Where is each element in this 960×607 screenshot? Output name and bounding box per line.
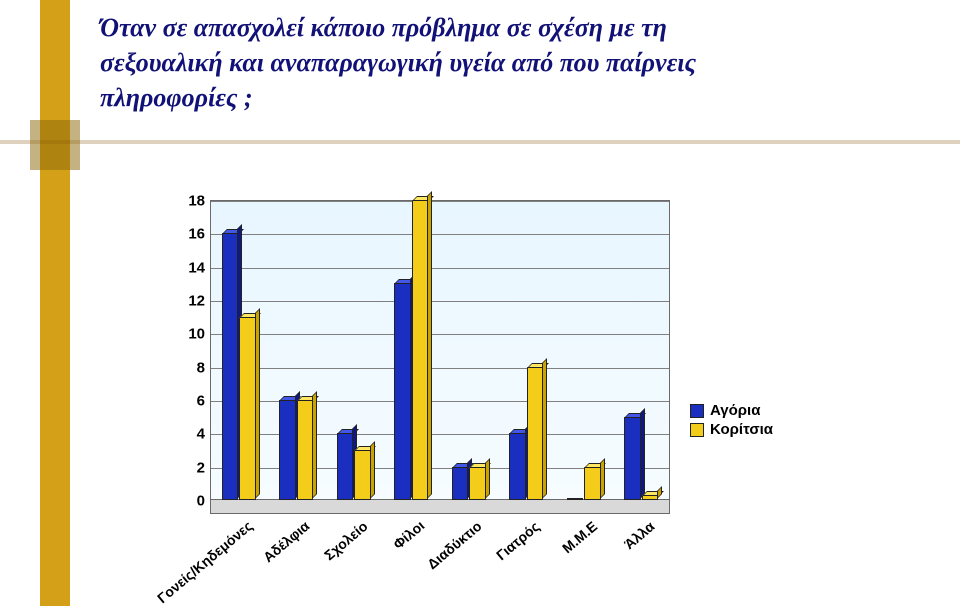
title-line-1: Όταν σε απασχολεί κάποιο πρόβλημα σε σχέ…: [100, 13, 667, 42]
x-category-label: Γιατρός: [493, 518, 543, 563]
title-line-3: πληροφορίες ;: [100, 83, 253, 112]
bar: [297, 400, 314, 500]
x-category-label: Γονείς/Κηδεμόνες: [154, 518, 256, 607]
y-tick-label: 6: [197, 393, 205, 410]
legend-label-boys: Αγόρια: [710, 402, 760, 419]
x-category-label: Φίλοι: [390, 518, 427, 553]
bar: [222, 233, 239, 500]
y-tick-label: 12: [188, 293, 205, 310]
legend-label-girls: Κορίτσια: [710, 421, 773, 438]
bar: [337, 433, 354, 500]
bar: [642, 495, 659, 500]
x-category-label: Σχολείο: [321, 518, 371, 563]
y-tick-label: 0: [197, 493, 205, 510]
y-tick-label: 18: [188, 193, 205, 210]
y-tick-label: 4: [197, 426, 205, 443]
bar: [567, 498, 584, 500]
slide-root: Όταν σε απασχολεί κάποιο πρόβλημα σε σχέ…: [0, 0, 960, 606]
accent-vertical-bar: [40, 0, 70, 606]
bar: [452, 467, 469, 500]
bar: [394, 283, 411, 500]
accent-square: [30, 120, 80, 170]
legend-swatch-boys: [690, 404, 704, 418]
plot-floor: [210, 500, 670, 514]
bar: [527, 367, 544, 500]
y-tick-label: 2: [197, 459, 205, 476]
title-line-2: σεξουαλική και αναπαραγωγική υγεία από π…: [100, 48, 696, 77]
x-category-label: Άλλα: [621, 518, 657, 552]
legend-swatch-girls: [690, 423, 704, 437]
bar: [279, 400, 296, 500]
bar: [509, 433, 526, 500]
x-category-label: Διαδύκτιο: [424, 518, 485, 572]
x-category-label: Μ.Μ.Ε: [559, 518, 600, 556]
bar: [354, 450, 371, 500]
y-tick-label: 8: [197, 359, 205, 376]
bar: [239, 317, 256, 500]
legend: Αγόρια Κορίτσια: [690, 400, 773, 440]
slide-title: Όταν σε απασχολεί κάποιο πρόβλημα σε σχέ…: [100, 10, 900, 115]
legend-item: Κορίτσια: [690, 421, 773, 438]
chart: 024681012141618 Αγόρια Κορίτσια Γονείς/Κ…: [170, 200, 810, 580]
legend-item: Αγόρια: [690, 402, 773, 419]
bar: [584, 467, 601, 500]
y-tick-label: 10: [188, 326, 205, 343]
y-tick-label: 16: [188, 226, 205, 243]
bar: [412, 200, 429, 500]
accent-horizontal-line: [0, 140, 960, 144]
x-category-label: Αδέλφια: [260, 518, 312, 566]
y-tick-label: 14: [188, 259, 205, 276]
bar: [624, 417, 641, 500]
bars-layer: [210, 200, 670, 500]
bar: [469, 467, 486, 500]
